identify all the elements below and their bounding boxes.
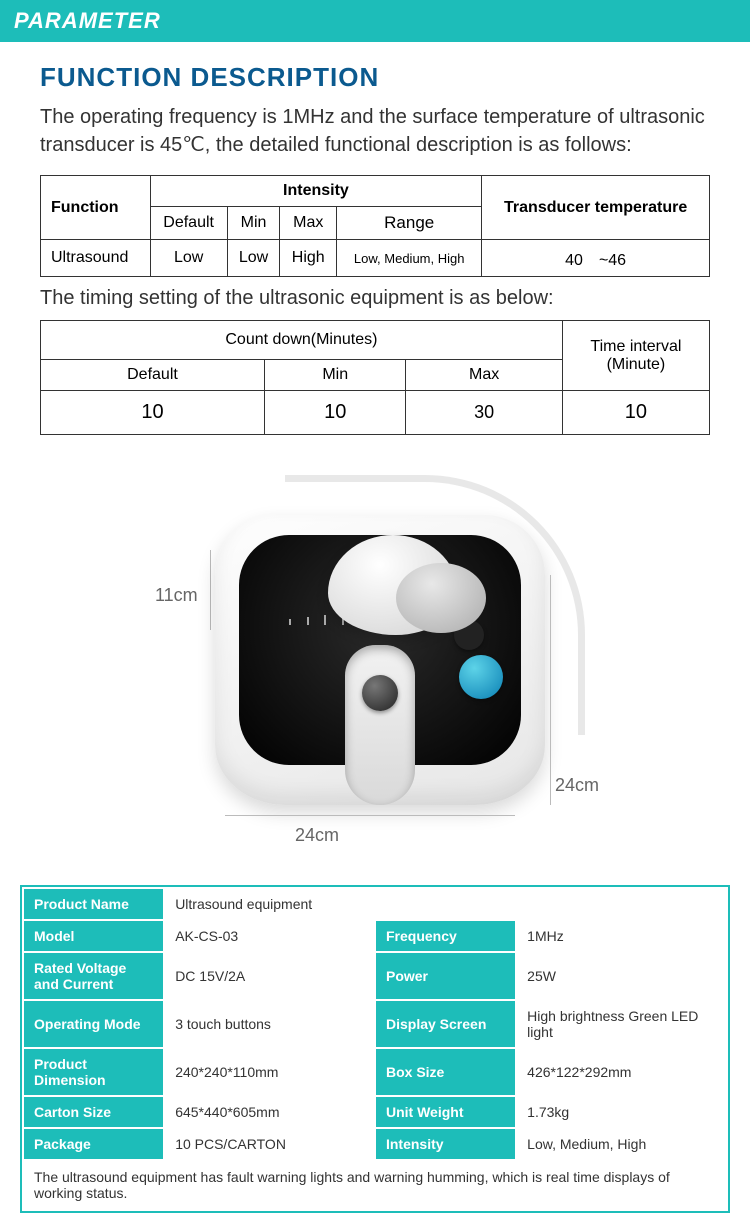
spec-k: Product Name <box>24 889 163 919</box>
cell: Max <box>280 207 337 240</box>
knob-icon <box>362 675 398 711</box>
spec-k: Unit Weight <box>376 1097 515 1127</box>
spec-v: AK-CS-03 <box>165 921 374 951</box>
cell: 10 <box>562 391 709 435</box>
dim-depth: 24cm <box>555 775 599 796</box>
content-area: FUNCTION DESCRIPTION The operating frequ… <box>0 42 750 885</box>
spec-k: Carton Size <box>24 1097 163 1127</box>
cell: Min <box>264 360 406 391</box>
product-image: 11cm <box>95 455 655 855</box>
dim-width: 24cm <box>295 825 339 846</box>
spec-k: Intensity <box>376 1129 515 1159</box>
function-table: Function Intensity Transducer temperatur… <box>40 175 710 277</box>
spec-k: Operating Mode <box>24 1001 163 1047</box>
cell: 10 <box>41 391 265 435</box>
cell: Low <box>150 240 227 277</box>
cell: Default <box>41 360 265 391</box>
dim-line-w <box>225 815 515 816</box>
cell: Low, Medium, High <box>337 240 482 277</box>
cell: 30 <box>406 391 562 435</box>
spec-k: Display Screen <box>376 1001 515 1047</box>
spec-v: 3 touch buttons <box>165 1001 374 1047</box>
spec-v: 1MHz <box>517 921 726 951</box>
col-countdown: Count down(Minutes) <box>41 321 563 360</box>
cell: Max <box>406 360 562 391</box>
spec-v: DC 15V/2A <box>165 953 374 999</box>
col-function: Function <box>41 176 151 240</box>
spec-v: 240*240*110mm <box>165 1049 374 1095</box>
col-interval: Time interval (Minute) <box>562 321 709 391</box>
spec-k: Frequency <box>376 921 515 951</box>
spec-v: 426*122*292mm <box>517 1049 726 1095</box>
spec-k: Rated Voltage and Current <box>24 953 163 999</box>
spec-v: High brightness Green LED light <box>517 1001 726 1047</box>
spec-k: Package <box>24 1129 163 1159</box>
cell: Low <box>227 240 280 277</box>
cell: Default <box>150 207 227 240</box>
spec-table-wrap: Product Name Ultrasound equipment Model … <box>0 885 750 1223</box>
spec-footnote: The ultrasound equipment has fault warni… <box>24 1161 726 1209</box>
parameter-header: PARAMETER <box>0 0 750 42</box>
spec-k: Product Dimension <box>24 1049 163 1095</box>
cell: Range <box>337 207 482 240</box>
section-title: FUNCTION DESCRIPTION <box>40 62 710 93</box>
cell: 10 <box>264 391 406 435</box>
probe-inset <box>396 563 486 633</box>
intro-text: The operating frequency is 1MHz and the … <box>40 103 710 159</box>
timing-text: The timing setting of the ultrasonic equ… <box>40 287 710 310</box>
handle-slot <box>345 645 415 805</box>
spec-k: Model <box>24 921 163 951</box>
cell: High <box>280 240 337 277</box>
dim-height: 11cm <box>155 585 198 606</box>
spec-v: 645*440*605mm <box>165 1097 374 1127</box>
col-intensity: Intensity <box>150 176 482 207</box>
spec-v: 1.73kg <box>517 1097 726 1127</box>
spec-v: Ultrasound equipment <box>165 889 726 919</box>
spec-v: 25W <box>517 953 726 999</box>
col-transducer: Transducer temperature <box>482 176 710 240</box>
spec-table: Product Name Ultrasound equipment Model … <box>20 885 730 1213</box>
spec-k: Box Size <box>376 1049 515 1095</box>
cell: Min <box>227 207 280 240</box>
cell: 40 ~46 <box>482 240 710 277</box>
timing-table: Count down(Minutes) Time interval (Minut… <box>40 320 710 435</box>
cell: Ultrasound <box>41 240 151 277</box>
dim-line-d <box>550 575 551 805</box>
spec-v: 10 PCS/CARTON <box>165 1129 374 1159</box>
spec-v: Low, Medium, High <box>517 1129 726 1159</box>
button-blue-icon <box>459 655 503 699</box>
dim-line-h <box>210 550 211 630</box>
spec-k: Power <box>376 953 515 999</box>
device-base <box>215 515 545 805</box>
